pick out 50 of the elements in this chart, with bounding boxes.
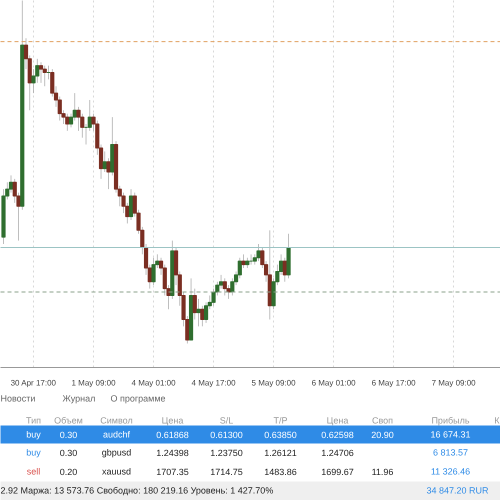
text: Цена: [162, 416, 184, 426]
text: 1.23750: [210, 448, 243, 458]
text: 2.92 Маржа: 13 573.76 Свободно: 180 219.16 Уровень: 1 427.70%: [0, 486, 274, 496]
candlestick: [38, 62, 44, 83]
text: 34 847.20 RUR: [426, 486, 489, 496]
text: 1699.67: [321, 467, 354, 477]
x-tick-label: 6 May 17:00: [372, 378, 416, 388]
text: Объем: [54, 416, 83, 426]
text: gbpusd: [102, 448, 132, 458]
text: 0.63850: [264, 430, 297, 440]
text: 20.90: [371, 430, 394, 440]
text: buy: [26, 448, 42, 458]
text: 0.61868: [156, 430, 189, 440]
x-tick-label: 30 Apr 17:00: [10, 378, 57, 388]
x-tick-label: 4 May 01:00: [132, 378, 176, 388]
text: T/P: [274, 416, 288, 426]
text: Новости: [0, 394, 36, 404]
text: Символ: [100, 416, 133, 426]
text: 1.26121: [264, 448, 297, 458]
text: Своп: [372, 416, 394, 426]
text: 0.61300: [210, 430, 243, 440]
text: 16 674.31: [430, 430, 471, 440]
text: 0.30: [60, 448, 78, 458]
text: О программе: [110, 394, 166, 404]
x-tick-label: 6 May 01:00: [312, 378, 356, 388]
text: 1.24398: [156, 448, 189, 458]
text: 0.62598: [321, 430, 354, 440]
text: 0.20: [60, 467, 78, 477]
text: Журнал: [62, 394, 96, 404]
text: 11 326.46: [430, 466, 470, 476]
text: xauusd: [102, 466, 132, 476]
text: 6 813.57: [432, 448, 468, 458]
text: 1.24706: [321, 448, 354, 458]
text: К: [494, 416, 500, 426]
text: 1707.35: [156, 467, 189, 477]
text: 11.96: [372, 467, 394, 477]
text: Прибыль: [431, 416, 470, 426]
text: buy: [26, 430, 42, 440]
x-tick-label: 5 May 09:00: [252, 378, 296, 388]
text: S/L: [220, 416, 234, 426]
text: 0.30: [60, 430, 78, 440]
text: 1714.75: [210, 467, 243, 477]
x-tick-label: 4 May 17:00: [192, 378, 236, 388]
text: audchf: [102, 430, 131, 440]
text: sell: [26, 466, 40, 476]
x-tick-label: 1 May 09:00: [72, 378, 116, 388]
text: 1483.86: [264, 467, 297, 477]
text: Тип: [26, 416, 42, 426]
text: Цена: [326, 416, 348, 426]
x-tick-label: 7 May 09:00: [432, 378, 476, 388]
